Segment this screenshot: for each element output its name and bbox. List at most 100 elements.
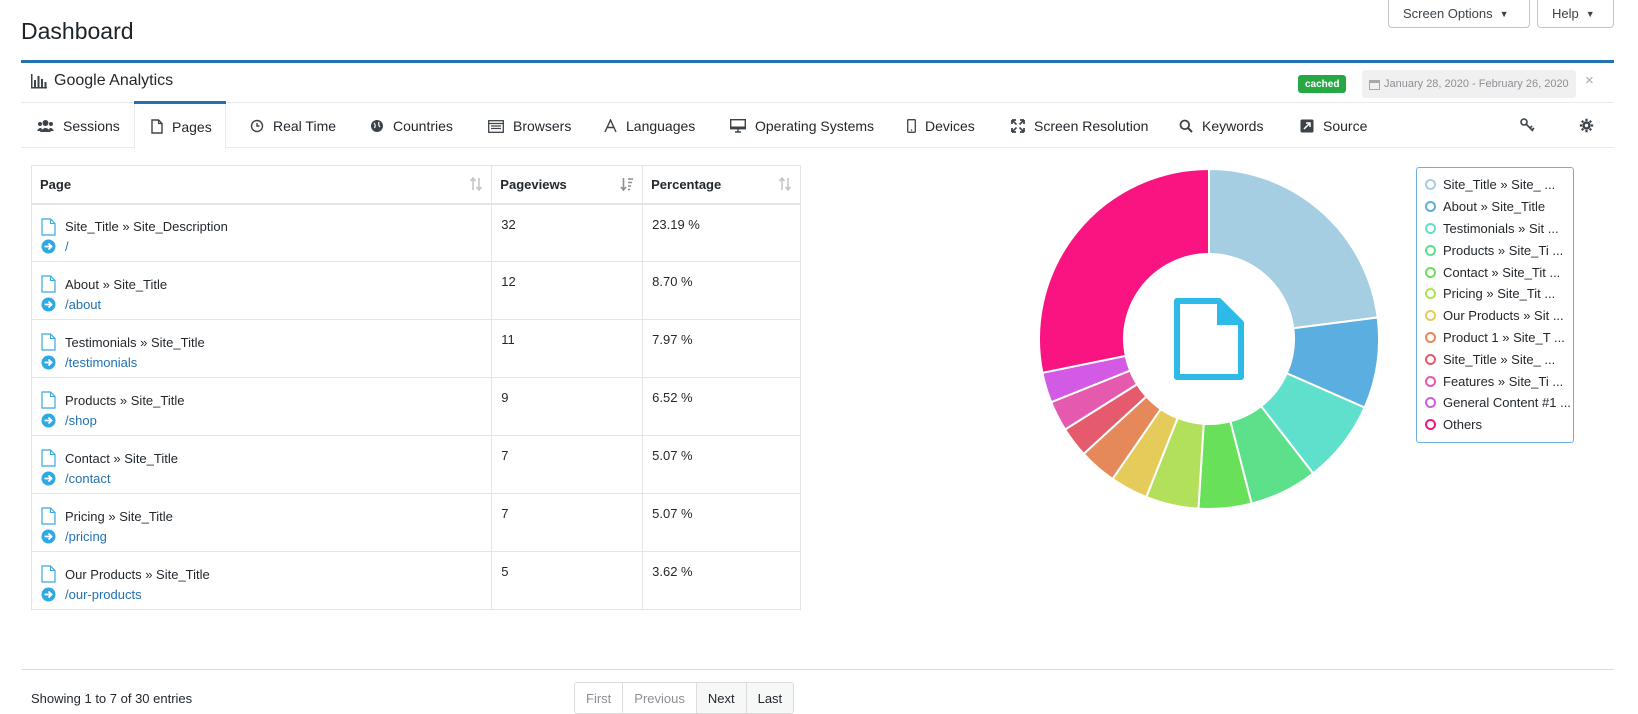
screen-options-label: Screen Options: [1403, 6, 1493, 21]
file-icon: [41, 449, 56, 467]
arrow-circle-right-icon: [41, 587, 56, 601]
page-title-text: Site_Title » Site_Description: [65, 219, 228, 234]
page-path-link[interactable]: /our-products: [65, 586, 142, 602]
pageviews-cell: 12: [491, 261, 644, 320]
tab-languages[interactable]: Languages: [604, 104, 695, 148]
page-path-link[interactable]: /about: [65, 296, 102, 312]
browser-list-icon: [488, 119, 504, 133]
page-cell: Products » Site_Title/shop: [30, 377, 493, 436]
percentage-cell: 8.70 %: [642, 261, 801, 320]
tab-browsers[interactable]: Browsers: [488, 104, 571, 148]
donut-slice[interactable]: [1208, 167, 1379, 330]
tab-label: Browsers: [513, 118, 572, 134]
file-icon: [41, 217, 56, 236]
entries-info: Showing 1 to 7 of 30 entries: [31, 691, 193, 706]
legend-item[interactable]: Product 1 » Site_T ...: [1425, 327, 1573, 349]
calendar-icon: [1369, 79, 1380, 90]
donut-slice[interactable]: [1038, 167, 1210, 374]
column-header-label: Pageviews: [500, 176, 567, 192]
legend-item[interactable]: Products » Site_Ti ...: [1425, 239, 1573, 261]
column-header-page[interactable]: Page: [30, 165, 493, 205]
date-range-text: January 28, 2020 - February 26, 2020: [1384, 78, 1569, 90]
legend-item[interactable]: Site_Title » Site_ ...: [1425, 174, 1573, 196]
desktop-icon: [730, 119, 746, 133]
legend-item[interactable]: About » Site_Title: [1425, 196, 1573, 218]
pagination-last[interactable]: Last: [746, 683, 794, 713]
legend-item[interactable]: Features » Site_Ti ...: [1425, 370, 1573, 392]
table-row: Contact » Site_Title/contact 7 5.07 %: [30, 435, 801, 494]
page-title-text: Products » Site_Title: [65, 392, 185, 408]
legend-item[interactable]: Others: [1425, 414, 1573, 436]
page-title-text: About » Site_Title: [65, 276, 168, 292]
page-path-link[interactable]: /pricing: [65, 528, 107, 544]
page-path-link[interactable]: /testimonials: [65, 354, 138, 370]
users-icon: [37, 120, 54, 132]
table-row: Pricing » Site_Title/pricing 7 5.07 %: [30, 493, 801, 552]
pageviews-cell: 7: [491, 493, 644, 552]
file-icon: [41, 391, 56, 409]
legend-marker: [1425, 288, 1436, 300]
legend-label: Product 1 » Site_T ...: [1443, 329, 1565, 345]
legend-item[interactable]: Testimonials » Sit ...: [1425, 218, 1573, 240]
key-icon[interactable]: [1520, 118, 1535, 133]
widget-header: Google Analytics cached January 28, 2020…: [21, 63, 1614, 103]
tab-label: Screen Resolution: [1034, 118, 1149, 134]
arrow-circle-right-icon: [41, 355, 56, 369]
bar-chart-icon: [31, 74, 47, 89]
tab-countries[interactable]: Countries: [370, 104, 453, 148]
legend-marker: [1425, 353, 1436, 365]
arrow-circle-right-icon: [41, 471, 56, 485]
page-title: Dashboard: [21, 18, 134, 44]
screen-options-button[interactable]: Screen Options ▼: [1388, 0, 1530, 28]
page-path-link[interactable]: /shop: [65, 412, 97, 428]
expand-icon: [1011, 119, 1025, 133]
page-title-text: Pricing » Site_Title: [65, 508, 173, 524]
tab-label: Real Time: [273, 118, 337, 134]
legend-marker: [1425, 375, 1436, 387]
page-title-text: Contact » Site_Title: [65, 450, 178, 466]
tab-operating-systems[interactable]: Operating Systems: [730, 104, 874, 148]
date-range[interactable]: January 28, 2020 - February 26, 2020: [1362, 70, 1576, 98]
legend-item[interactable]: Pricing » Site_Tit ...: [1425, 283, 1573, 305]
page-path-link[interactable]: /: [65, 239, 69, 254]
external-link-icon: [1300, 119, 1314, 133]
gear-icon[interactable]: [1579, 118, 1594, 133]
tab-devices[interactable]: Devices: [907, 104, 975, 148]
clock-icon: [250, 119, 264, 133]
legend-item[interactable]: Site_Title » Site_ ...: [1425, 348, 1573, 370]
arrow-circle-right-icon: [41, 413, 56, 427]
tab-pages[interactable]: Pages: [134, 101, 226, 149]
pagination-previous[interactable]: Previous: [623, 683, 697, 713]
chart-legend: Site_Title » Site_ ... About » Site_Title…: [1416, 167, 1574, 443]
tab-screen-resolution[interactable]: Screen Resolution: [1011, 104, 1148, 148]
page-cell: Site_Title » Site_Description /: [30, 203, 493, 262]
sort-icon: [470, 177, 483, 191]
legend-item[interactable]: Contact » Site_Tit ...: [1425, 261, 1573, 283]
pagination-first[interactable]: First: [575, 683, 624, 713]
sort-desc-icon: [620, 178, 634, 191]
legend-item[interactable]: Our Products » Sit ...: [1425, 305, 1573, 327]
file-icon: [1174, 298, 1244, 380]
widget-title: Google Analytics: [30, 72, 173, 90]
pageviews-cell: 9: [491, 377, 644, 436]
column-header-percentage[interactable]: Percentage: [642, 165, 801, 205]
pageviews-cell: 32: [491, 203, 644, 262]
legend-item[interactable]: General Content #1 ...: [1425, 392, 1573, 414]
tab-real-time[interactable]: Real Time: [250, 104, 336, 148]
page-cell: Pricing » Site_Title/pricing: [30, 493, 493, 552]
tab-sessions[interactable]: Sessions: [37, 104, 120, 148]
file-icon: [41, 333, 56, 351]
column-header-pageviews[interactable]: Pageviews: [491, 165, 644, 205]
close-widget-button[interactable]: ×: [1585, 72, 1594, 89]
legend-label: Pricing » Site_Tit ...: [1443, 286, 1556, 302]
tab-source[interactable]: Source: [1300, 104, 1367, 148]
legend-label: Products » Site_Ti ...: [1443, 242, 1564, 258]
legend-marker: [1425, 244, 1436, 256]
legend-label: About » Site_Title: [1443, 199, 1546, 215]
help-button[interactable]: Help ▼: [1537, 0, 1614, 28]
pagination-next[interactable]: Next: [696, 683, 747, 713]
table-row: Testimonials » Site_Title/testimonials 11…: [30, 319, 801, 378]
pagination: First Previous Next Last: [574, 682, 795, 714]
tab-keywords[interactable]: Keywords: [1179, 104, 1263, 148]
page-path-link[interactable]: /contact: [65, 470, 111, 486]
